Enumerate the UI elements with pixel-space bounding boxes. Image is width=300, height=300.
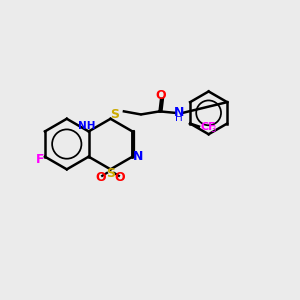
Text: S: S	[110, 108, 119, 121]
Text: N: N	[174, 106, 184, 119]
Text: N: N	[133, 150, 143, 163]
Text: O: O	[115, 171, 125, 184]
Text: O: O	[156, 89, 167, 102]
Text: CF: CF	[200, 122, 216, 132]
Text: H: H	[175, 113, 183, 123]
Text: O: O	[96, 171, 106, 184]
Text: S: S	[106, 167, 115, 180]
Text: NH: NH	[78, 121, 96, 131]
Text: F: F	[36, 153, 45, 166]
Text: 3: 3	[210, 125, 216, 134]
